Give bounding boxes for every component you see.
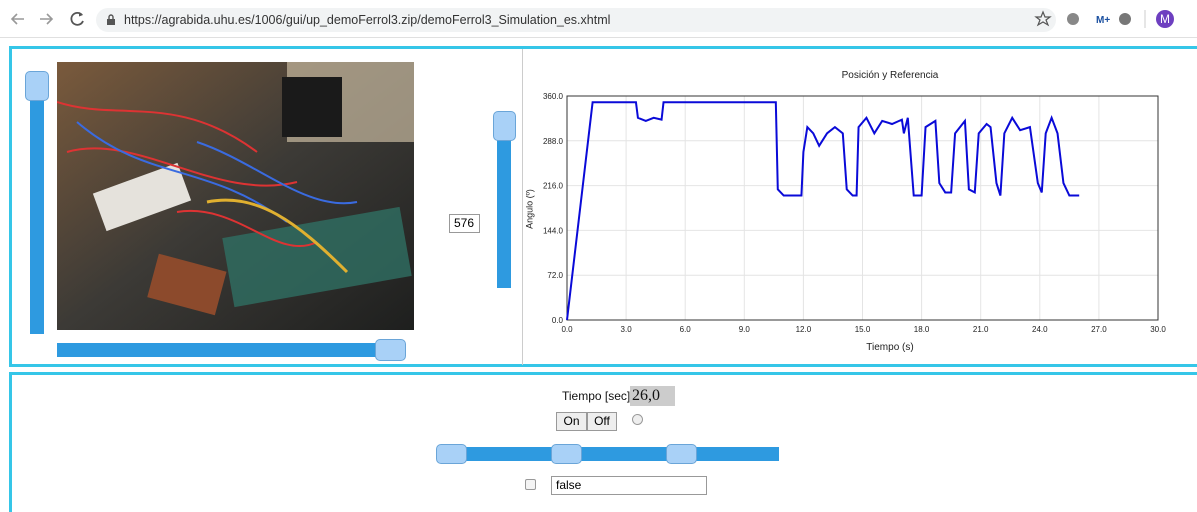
slider-thumb[interactable] — [551, 444, 582, 464]
radio-indicator[interactable] — [632, 414, 643, 425]
off-button[interactable]: Off — [587, 412, 617, 431]
slider-thumb[interactable] — [375, 339, 406, 361]
extension-icon[interactable]: M+ — [1096, 15, 1110, 26]
back-button[interactable] — [10, 13, 24, 25]
extension-icons: M+ — [1034, 10, 1174, 28]
x-tick-label: 9.0 — [739, 325, 751, 334]
y-axis-label: Angulo (º) — [524, 189, 534, 229]
slider-thumb[interactable] — [666, 444, 697, 464]
time-value: 26,0 — [630, 386, 675, 406]
x-tick-label: 27.0 — [1091, 325, 1107, 334]
divider — [522, 49, 523, 365]
y-tick-label: 288.0 — [543, 137, 564, 146]
x-axis-label: Tiempo (s) — [866, 342, 913, 353]
profile-letter: M — [1160, 12, 1170, 26]
profile-avatar[interactable] — [1156, 10, 1174, 28]
url-text: https://agrabida.uhu.es/1006/gui/up_demo… — [124, 13, 611, 27]
extension-icon[interactable] — [1067, 13, 1079, 25]
y-tick-label: 72.0 — [547, 271, 563, 280]
x-tick-label: 0.0 — [561, 325, 573, 334]
nav-icons — [10, 11, 84, 26]
data-line — [566, 101, 1080, 321]
range-slider[interactable] — [440, 447, 779, 461]
plot-border — [566, 95, 1159, 321]
chart-title: Posición y Referencia — [842, 70, 939, 81]
text-input[interactable]: false — [551, 476, 707, 495]
camera-image — [57, 62, 414, 330]
x-tick-label: 15.0 — [855, 325, 871, 334]
vertical-slider[interactable] — [497, 125, 511, 288]
reload-arrow — [79, 12, 83, 17]
x-tick-label: 21.0 — [973, 325, 989, 334]
address-bar[interactable]: https://agrabida.uhu.es/1006/gui/up_demo… — [96, 8, 1056, 32]
slider-thumb[interactable] — [436, 444, 467, 464]
x-tick-label: 30.0 — [1150, 325, 1166, 334]
bookmark-star[interactable] — [1034, 10, 1052, 27]
y-tick-label: 216.0 — [543, 182, 564, 191]
view-panel — [9, 46, 1197, 367]
y-tick-label: 0.0 — [552, 316, 564, 325]
x-tick-label: 3.0 — [621, 325, 633, 334]
horizontal-slider[interactable] — [57, 343, 402, 357]
x-tick-label: 6.0 — [680, 325, 692, 334]
slider-thumb[interactable] — [25, 71, 49, 101]
number-input[interactable]: 576 — [449, 214, 480, 233]
vertical-slider[interactable] — [30, 80, 44, 334]
lock-icon — [107, 14, 115, 25]
y-tick-label: 360.0 — [543, 92, 564, 101]
chart: Posición y Referencia Tiempo (s) Angulo … — [524, 70, 1166, 353]
x-tick-label: 24.0 — [1032, 325, 1048, 334]
browser-toolbar: https://agrabida.uhu.es/1006/gui/up_demo… — [0, 0, 1197, 38]
forward-button[interactable] — [40, 13, 54, 25]
x-tick-label: 12.0 — [796, 325, 812, 334]
on-button[interactable]: On — [556, 412, 587, 431]
checkbox[interactable] — [525, 479, 536, 490]
y-tick-label: 144.0 — [543, 226, 564, 235]
x-tick-label: 18.0 — [914, 325, 930, 334]
controls-panel — [9, 372, 1197, 512]
reload-button[interactable] — [70, 11, 84, 26]
extension-icon[interactable] — [1119, 13, 1131, 25]
slider-thumb[interactable] — [493, 111, 516, 141]
